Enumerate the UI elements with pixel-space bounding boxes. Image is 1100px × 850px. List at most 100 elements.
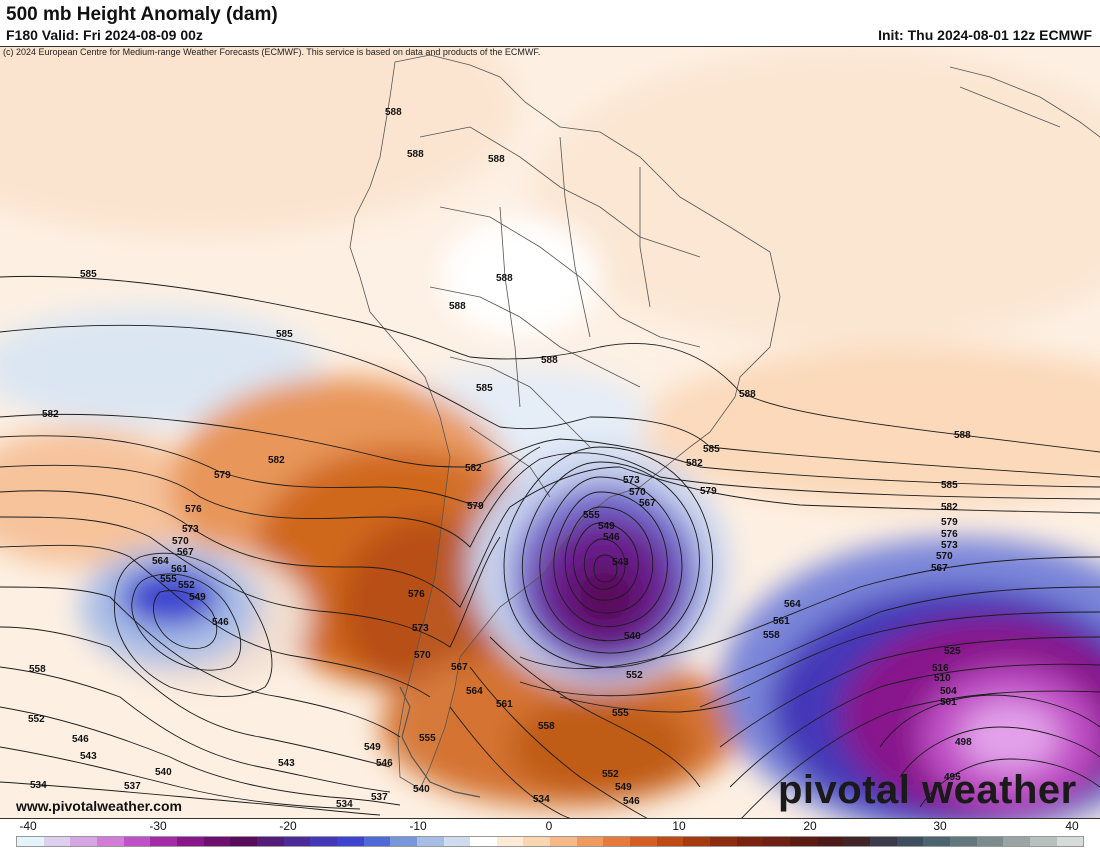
- contour-label: 567: [639, 498, 656, 509]
- colorbar-tick: 0: [545, 819, 553, 833]
- contour-label: 579: [700, 486, 717, 497]
- colorbar-tick: -10: [409, 819, 427, 833]
- weather-map[interactable]: 588 588 588 588 588 588 588 585 585 585 …: [0, 46, 1100, 819]
- contour-label: 561: [496, 699, 513, 710]
- contour-label: 588: [385, 107, 402, 118]
- contour-label: 540: [155, 767, 172, 778]
- contour-label: 543: [80, 751, 97, 762]
- colorbar-ticks: -40 -30 -20 -10 0 10 20 30 40: [0, 819, 1100, 835]
- contour-label: 582: [941, 502, 958, 513]
- contour-label: 546: [376, 758, 393, 769]
- contour-label: 588: [496, 273, 513, 284]
- contour-label: 567: [451, 662, 468, 673]
- land-outline: [349, 54, 1100, 798]
- credit-text: (c) 2024 European Centre for Medium-rang…: [3, 47, 541, 57]
- anomaly-field: [0, 47, 1100, 818]
- init-time: Init: Thu 2024-08-01 12z ECMWF: [878, 27, 1092, 43]
- colorbar-tick: -20: [279, 819, 297, 833]
- map-title: 500 mb Height Anomaly (dam): [6, 4, 278, 25]
- contour-label: 567: [931, 563, 948, 574]
- contour-label: 573: [623, 475, 640, 486]
- contour-label: 534: [336, 799, 353, 810]
- contour-label: 516: [932, 663, 949, 674]
- contour-label: 588: [449, 301, 466, 312]
- colorbar-swatch: [123, 837, 151, 846]
- contour-label: 576: [941, 529, 958, 540]
- colorbar-tick: -40: [19, 819, 37, 833]
- contour-label: 588: [488, 154, 505, 165]
- contour-label: 585: [941, 480, 958, 491]
- contour-label: 549: [598, 521, 615, 532]
- colorbar-swatch: [976, 837, 1004, 846]
- contour-label: 537: [124, 781, 141, 792]
- colorbar-swatch: [630, 837, 657, 846]
- contour-label: 555: [419, 733, 436, 744]
- contour-label: 498: [955, 737, 972, 748]
- colorbar: [16, 836, 1084, 847]
- colorbar-swatch: [150, 837, 177, 846]
- colorbar-swatch: [470, 837, 497, 846]
- contour-label: 576: [408, 589, 425, 600]
- colorbar-swatch: [710, 837, 737, 846]
- colorbar-swatch: [843, 837, 870, 846]
- contour-label: 573: [182, 524, 199, 535]
- header: 500 mb Height Anomaly (dam) F180 Valid: …: [0, 0, 1100, 46]
- contour-label: 576: [185, 504, 202, 515]
- colorbar-swatch: [550, 837, 577, 846]
- colorbar-swatch: [310, 837, 337, 846]
- contour-label: 588: [954, 430, 971, 441]
- contour-label: 585: [276, 329, 293, 340]
- colorbar-swatch: [256, 837, 284, 846]
- colorbar-tick: 10: [672, 819, 686, 833]
- colorbar-swatch: [1056, 837, 1084, 846]
- contour-label: 555: [160, 574, 177, 585]
- colorbar-swatch: [1029, 837, 1057, 846]
- contour-label: 582: [42, 409, 59, 420]
- colorbar-swatch: [283, 837, 311, 846]
- colorbar-swatch: [416, 837, 444, 846]
- colorbar-swatch: [443, 837, 471, 846]
- colorbar-swatch: [896, 837, 924, 846]
- colorbar-swatch: [763, 837, 791, 846]
- contour-label: 537: [371, 792, 388, 803]
- contour-label: 582: [268, 455, 285, 466]
- contour-label: 552: [28, 714, 45, 725]
- contour-label: 546: [72, 734, 89, 745]
- colorbar-swatch: [816, 837, 844, 846]
- colorbar-tick: 30: [933, 819, 947, 833]
- contour-label: 543: [278, 758, 295, 769]
- valid-time: F180 Valid: Fri 2024-08-09 00z: [6, 27, 203, 43]
- colorbar-swatch: [43, 837, 71, 846]
- colorbar-swatch: [603, 837, 631, 846]
- contour-label: 546: [623, 796, 640, 807]
- contour-label: 552: [178, 580, 195, 591]
- colorbar-swatch: [496, 837, 524, 846]
- contour-label: 567: [177, 547, 194, 558]
- colorbar-swatch: [683, 837, 711, 846]
- brand-logo: pivotal weather: [778, 768, 1077, 812]
- contour-label: 561: [773, 616, 790, 627]
- contour-label: 558: [538, 721, 555, 732]
- contour-lines: [0, 275, 1100, 818]
- colorbar-swatch: [923, 837, 950, 846]
- contour-label: 555: [612, 708, 629, 719]
- contour-label: 564: [152, 556, 169, 567]
- website-label: www.pivotalweather.com: [16, 798, 182, 814]
- colorbar-swatch: [390, 837, 417, 846]
- contour-label: 585: [703, 444, 720, 455]
- colorbar-swatch: [176, 837, 204, 846]
- contour-label: 588: [541, 355, 558, 366]
- contour-label: 549: [364, 742, 381, 753]
- colorbar-swatch: [656, 837, 684, 846]
- contour-label: 510: [934, 673, 951, 684]
- contour-label: 549: [189, 592, 206, 603]
- map-canvas: 588 588 588 588 588 588 588 585 585 585 …: [0, 47, 1100, 818]
- contour-label: 585: [476, 383, 493, 394]
- contour-label: 579: [941, 517, 958, 528]
- contour-label-group: 588 588 588 588 588 588 588 585 585 585 …: [28, 107, 972, 810]
- contour-label: 564: [466, 686, 483, 697]
- contour-label: 558: [29, 664, 46, 675]
- contour-label: 570: [936, 551, 953, 562]
- colorbar-tick: -30: [149, 819, 167, 833]
- colorbar-swatch: [1003, 837, 1030, 846]
